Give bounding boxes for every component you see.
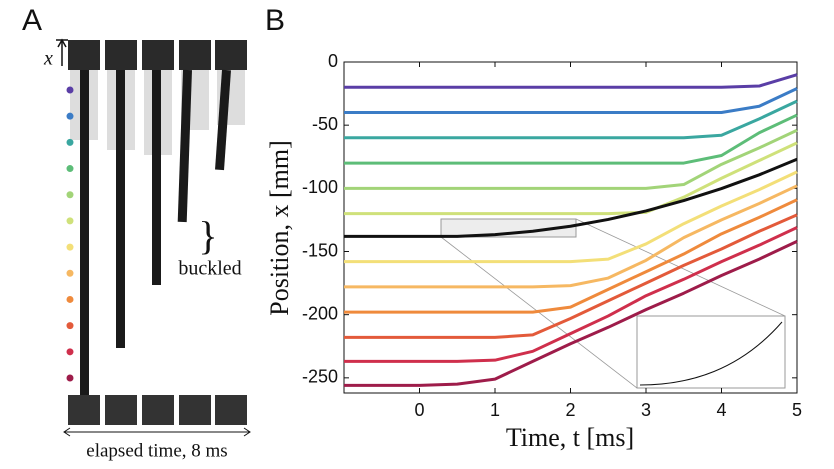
series-line bbox=[344, 99, 798, 140]
series-line bbox=[344, 157, 798, 238]
x-tick-label: 0 bbox=[414, 400, 424, 420]
marker-dot bbox=[66, 191, 74, 199]
series-line bbox=[344, 198, 798, 314]
marker-dot bbox=[66, 138, 74, 146]
y-tick-label: -150 bbox=[302, 240, 338, 260]
marker-dot bbox=[66, 217, 74, 225]
series-line bbox=[344, 141, 798, 216]
axis-symbol: x bbox=[43, 48, 53, 70]
marker-dot bbox=[66, 112, 74, 120]
y-tick-label: 0 bbox=[328, 51, 338, 71]
marker-dot bbox=[66, 243, 74, 251]
marker-dot bbox=[66, 295, 74, 303]
x-tick-label: 3 bbox=[641, 400, 651, 420]
image-strips bbox=[68, 40, 247, 425]
series-line bbox=[344, 87, 798, 115]
y-tick-label: -250 bbox=[302, 367, 338, 387]
marker-dots bbox=[66, 86, 74, 382]
series-line bbox=[344, 170, 798, 264]
marker-dot bbox=[66, 348, 74, 356]
brace: } bbox=[198, 213, 217, 258]
annotation: buckled bbox=[178, 258, 241, 280]
y-tick-label: -50 bbox=[312, 114, 338, 134]
x-tick-label: 1 bbox=[490, 400, 500, 420]
series-line bbox=[344, 213, 798, 339]
series-line bbox=[344, 113, 798, 165]
series-line bbox=[344, 226, 798, 363]
x-tick-label: 2 bbox=[565, 400, 575, 420]
marker-dot bbox=[66, 165, 74, 173]
inset bbox=[636, 315, 786, 389]
series-line bbox=[344, 184, 798, 289]
series-line bbox=[344, 73, 798, 89]
caption-arrow bbox=[63, 427, 251, 437]
panel-label: A bbox=[22, 4, 42, 37]
y-axis-label: Position, x [mm] bbox=[265, 140, 294, 316]
marker-dot bbox=[66, 269, 74, 277]
panel-label: B bbox=[265, 4, 285, 37]
inset-curve bbox=[639, 321, 783, 386]
y-tick-label: -200 bbox=[302, 303, 338, 323]
marker-dot bbox=[66, 322, 74, 330]
marker-dot bbox=[66, 374, 74, 382]
x-arrow bbox=[56, 38, 68, 66]
zoom-region bbox=[440, 218, 577, 238]
series-line bbox=[344, 240, 798, 387]
x-axis-label: Time, t [ms] bbox=[506, 423, 634, 452]
caption: elapsed time, 8 ms bbox=[86, 440, 227, 461]
x-tick-label: 4 bbox=[716, 400, 726, 420]
series-line bbox=[344, 128, 798, 190]
x-tick-label: 5 bbox=[792, 400, 802, 420]
marker-dot bbox=[66, 86, 74, 94]
y-tick-label: -100 bbox=[302, 177, 338, 197]
